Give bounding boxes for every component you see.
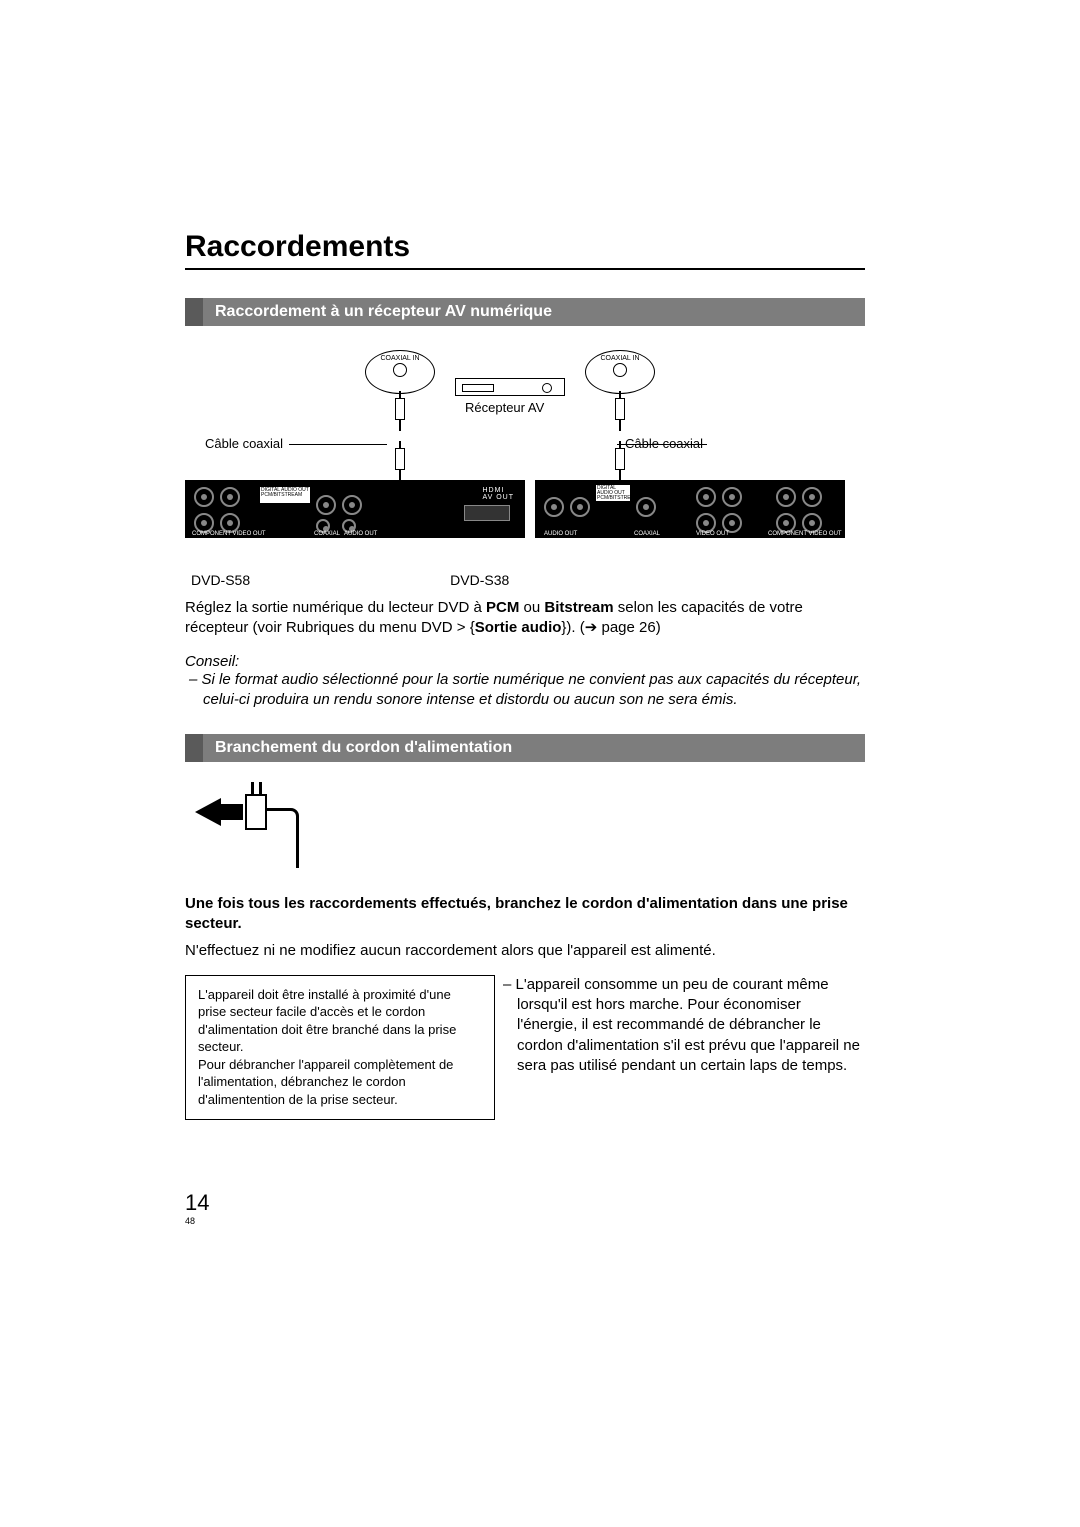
coax-plug-icon xyxy=(395,448,405,470)
energy-saving-note: – L'appareil consomme un peu de courant … xyxy=(513,975,865,1076)
component-tiny-label: COMPONENT VIDEO OUT xyxy=(768,531,842,537)
device-label-s38: DVD-S38 xyxy=(450,572,509,588)
audio-tiny-label: AUDIO OUT xyxy=(544,531,577,537)
cable-label-left: Câble coaxial xyxy=(205,436,283,451)
tip-label: Conseil: xyxy=(185,653,865,670)
coaxial-in-label: COAXIAL IN xyxy=(380,355,419,362)
avout-label: AV OUT xyxy=(482,494,514,501)
section-heading-av-receiver: Raccordement à un récepteur AV numérique xyxy=(185,298,865,326)
page-title: Raccordements xyxy=(185,230,865,270)
digital-out-label: DIGITAL AUDIO OUT PCM/BITSTREAM xyxy=(260,487,310,503)
audio-tiny-label: AUDIO OUT xyxy=(344,531,377,537)
coaxial-in-bubble-right: COAXIAL IN xyxy=(585,350,655,394)
coax-plug-icon xyxy=(615,398,625,420)
safety-notice-p2: Pour débrancher l'appareil complètement … xyxy=(198,1056,482,1109)
rear-panel-dvd-s58: HDMIAV OUT DIGITAL AUDIO OUT PCM/BITSTRE… xyxy=(185,480,525,538)
coaxial-in-bubble-left: COAXIAL IN xyxy=(365,350,435,394)
av-receiver-label: Récepteur AV xyxy=(465,400,544,415)
hdmi-label: HDMI xyxy=(482,487,504,494)
safety-notice-p1: L'appareil doit être installé à proximit… xyxy=(198,986,482,1056)
video-tiny-label: VIDEO OUT xyxy=(696,531,729,537)
coaxial-tiny-label: COAXIAL xyxy=(314,531,340,537)
rear-panel-dvd-s38: DIGITAL AUDIO OUT PCM/BITSTREAM AUDIO OU… xyxy=(535,480,845,538)
av-receiver-box xyxy=(455,378,565,396)
coax-plug-icon xyxy=(395,398,405,420)
power-instruction-plain: N'effectuez ni ne modifiez aucun raccord… xyxy=(185,941,865,961)
connection-diagram: COAXIAL IN COAXIAL IN Récepteur AV Câble… xyxy=(185,340,845,560)
coax-plug-icon xyxy=(615,448,625,470)
power-instruction-bold: Une fois tous les raccordements effectué… xyxy=(185,894,865,935)
device-label-s58: DVD-S58 xyxy=(191,572,250,588)
section-heading-power-cord: Branchement du cordon d'alimentation xyxy=(185,734,865,762)
page-number: 14 xyxy=(185,1190,209,1216)
coaxial-in-label: COAXIAL IN xyxy=(600,355,639,362)
page-number-sub: 48 xyxy=(185,1216,195,1226)
power-plug-diagram xyxy=(195,780,325,870)
digital-output-instruction: Réglez la sortie numérique du lecteur DV… xyxy=(185,598,865,639)
safety-notice-box: L'appareil doit être installé à proximit… xyxy=(185,975,495,1120)
arrow-left-icon xyxy=(195,798,221,826)
coaxial-tiny-label: COAXIAL xyxy=(634,531,660,537)
digital-out-label: DIGITAL AUDIO OUT PCM/BITSTREAM xyxy=(596,485,630,501)
component-tiny-label: COMPONENT VIDEO OUT xyxy=(192,531,266,537)
tip-body: – Si le format audio sélectionné pour la… xyxy=(185,670,865,711)
